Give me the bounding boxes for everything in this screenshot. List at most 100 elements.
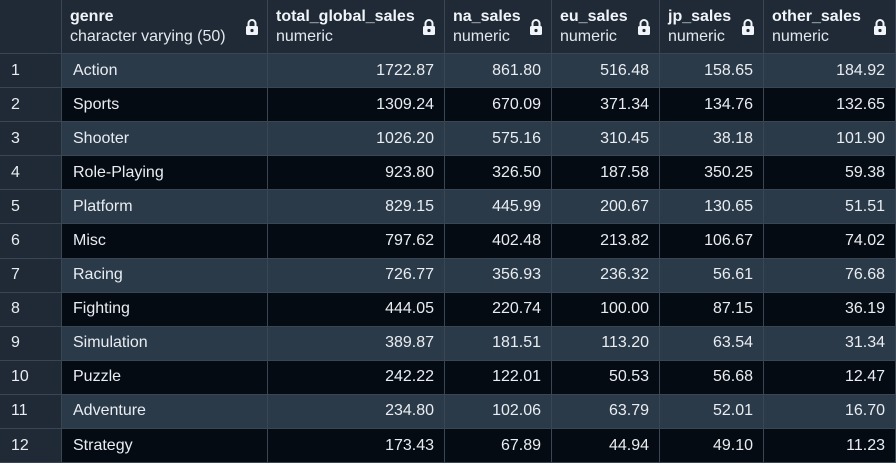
table-cell-other-sales[interactable]: 31.34 bbox=[764, 326, 896, 361]
table-cell-jp-sales[interactable]: 106.67 bbox=[660, 224, 764, 259]
table-cell-na-sales[interactable]: 220.74 bbox=[445, 292, 552, 327]
row-number[interactable]: 9 bbox=[0, 326, 62, 361]
row-number[interactable]: 2 bbox=[0, 88, 62, 123]
table-cell-jp-sales[interactable]: 38.18 bbox=[660, 122, 764, 157]
table-cell-genre[interactable]: Fighting bbox=[62, 292, 268, 327]
table-cell-total-global-sales[interactable]: 389.87 bbox=[268, 326, 445, 361]
table-cell-total-global-sales[interactable]: 173.43 bbox=[268, 429, 445, 463]
table-cell-genre[interactable]: Role-Playing bbox=[62, 156, 268, 191]
table-cell-total-global-sales[interactable]: 444.05 bbox=[268, 292, 445, 327]
table-cell-genre[interactable]: Shooter bbox=[62, 122, 268, 157]
table-cell-other-sales[interactable]: 16.70 bbox=[764, 394, 896, 430]
row-number[interactable]: 11 bbox=[0, 394, 62, 430]
column-header-eu-sales[interactable]: eu_sales numeric bbox=[552, 0, 660, 54]
table-cell-na-sales[interactable]: 356.93 bbox=[445, 258, 552, 293]
table-cell-other-sales[interactable]: 184.92 bbox=[764, 54, 896, 89]
table-cell-jp-sales[interactable]: 350.25 bbox=[660, 156, 764, 191]
table-cell-na-sales[interactable]: 445.99 bbox=[445, 190, 552, 225]
table-cell-total-global-sales[interactable]: 234.80 bbox=[268, 394, 445, 430]
table-cell-genre[interactable]: Misc bbox=[62, 224, 268, 259]
table-cell-eu-sales[interactable]: 200.67 bbox=[552, 190, 660, 225]
row-number[interactable]: 4 bbox=[0, 156, 62, 191]
table-cell-jp-sales[interactable]: 52.01 bbox=[660, 394, 764, 430]
column-type: numeric bbox=[772, 27, 829, 45]
row-number[interactable]: 8 bbox=[0, 292, 62, 327]
table-cell-na-sales[interactable]: 670.09 bbox=[445, 88, 552, 123]
table-cell-other-sales[interactable]: 36.19 bbox=[764, 292, 896, 327]
table-cell-eu-sales[interactable]: 213.82 bbox=[552, 224, 660, 259]
table-cell-genre[interactable]: Puzzle bbox=[62, 360, 268, 395]
table-cell-eu-sales[interactable]: 310.45 bbox=[552, 122, 660, 157]
table-cell-other-sales[interactable]: 12.47 bbox=[764, 360, 896, 395]
row-number[interactable]: 7 bbox=[0, 258, 62, 293]
table-cell-eu-sales[interactable]: 100.00 bbox=[552, 292, 660, 327]
table-cell-eu-sales[interactable]: 371.34 bbox=[552, 88, 660, 123]
table-cell-na-sales[interactable]: 102.06 bbox=[445, 394, 552, 430]
table-cell-na-sales[interactable]: 67.89 bbox=[445, 429, 552, 463]
table-cell-genre[interactable]: Adventure bbox=[62, 394, 268, 430]
row-number[interactable]: 3 bbox=[0, 122, 62, 157]
table-cell-other-sales[interactable]: 76.68 bbox=[764, 258, 896, 293]
table-cell-eu-sales[interactable]: 50.53 bbox=[552, 360, 660, 395]
table-cell-eu-sales[interactable]: 44.94 bbox=[552, 429, 660, 463]
column-name: jp_sales bbox=[668, 7, 732, 25]
table-cell-other-sales[interactable]: 11.23 bbox=[764, 429, 896, 463]
table-cell-genre[interactable]: Strategy bbox=[62, 429, 268, 463]
table-cell-jp-sales[interactable]: 56.68 bbox=[660, 360, 764, 395]
table-cell-jp-sales[interactable]: 49.10 bbox=[660, 429, 764, 463]
table-cell-jp-sales[interactable]: 158.65 bbox=[660, 54, 764, 89]
table-cell-na-sales[interactable]: 326.50 bbox=[445, 156, 552, 191]
table-cell-other-sales[interactable]: 51.51 bbox=[764, 190, 896, 225]
table-cell-jp-sales[interactable]: 87.15 bbox=[660, 292, 764, 327]
table-cell-total-global-sales[interactable]: 242.22 bbox=[268, 360, 445, 395]
table-cell-jp-sales[interactable]: 56.61 bbox=[660, 258, 764, 293]
table-cell-total-global-sales[interactable]: 1026.20 bbox=[268, 122, 445, 157]
table-cell-jp-sales[interactable]: 63.54 bbox=[660, 326, 764, 361]
table-cell-total-global-sales[interactable]: 1722.87 bbox=[268, 54, 445, 89]
table-cell-other-sales[interactable]: 101.90 bbox=[764, 122, 896, 157]
row-number[interactable]: 12 bbox=[0, 429, 62, 463]
table-cell-genre[interactable]: Racing bbox=[62, 258, 268, 293]
column-name: na_sales bbox=[453, 7, 521, 25]
table-cell-other-sales[interactable]: 132.65 bbox=[764, 88, 896, 123]
table-cell-genre[interactable]: Simulation bbox=[62, 326, 268, 361]
table-cell-eu-sales[interactable]: 236.32 bbox=[552, 258, 660, 293]
table-cell-eu-sales[interactable]: 516.48 bbox=[552, 54, 660, 89]
column-header-text: eu_sales numeric bbox=[560, 7, 628, 47]
column-type: character varying (50) bbox=[70, 27, 226, 45]
table-cell-total-global-sales[interactable]: 797.62 bbox=[268, 224, 445, 259]
column-header-other-sales[interactable]: other_sales numeric bbox=[764, 0, 896, 54]
table-cell-other-sales[interactable]: 59.38 bbox=[764, 156, 896, 191]
lock-icon bbox=[742, 18, 754, 35]
row-number[interactable]: 5 bbox=[0, 190, 62, 225]
table-cell-other-sales[interactable]: 74.02 bbox=[764, 224, 896, 259]
table-cell-genre[interactable]: Sports bbox=[62, 88, 268, 123]
table-cell-total-global-sales[interactable]: 923.80 bbox=[268, 156, 445, 191]
table-cell-na-sales[interactable]: 575.16 bbox=[445, 122, 552, 157]
table-cell-jp-sales[interactable]: 130.65 bbox=[660, 190, 764, 225]
row-number[interactable]: 1 bbox=[0, 54, 62, 89]
table-cell-total-global-sales[interactable]: 726.77 bbox=[268, 258, 445, 293]
column-type: numeric bbox=[668, 27, 725, 45]
table-cell-jp-sales[interactable]: 134.76 bbox=[660, 88, 764, 123]
table-cell-na-sales[interactable]: 122.01 bbox=[445, 360, 552, 395]
column-header-genre[interactable]: genre character varying (50) bbox=[62, 0, 268, 54]
table-cell-eu-sales[interactable]: 113.20 bbox=[552, 326, 660, 361]
table-cell-na-sales[interactable]: 861.80 bbox=[445, 54, 552, 89]
column-header-total-global-sales[interactable]: total_global_sales numeric bbox=[268, 0, 445, 54]
table-cell-na-sales[interactable]: 402.48 bbox=[445, 224, 552, 259]
table-cell-eu-sales[interactable]: 187.58 bbox=[552, 156, 660, 191]
row-number[interactable]: 10 bbox=[0, 360, 62, 395]
table-cell-genre[interactable]: Platform bbox=[62, 190, 268, 225]
table-cell-total-global-sales[interactable]: 829.15 bbox=[268, 190, 445, 225]
table-cell-total-global-sales[interactable]: 1309.24 bbox=[268, 88, 445, 123]
table-cell-eu-sales[interactable]: 63.79 bbox=[552, 394, 660, 430]
grid-corner-cell[interactable] bbox=[0, 0, 62, 54]
table-cell-genre[interactable]: Action bbox=[62, 54, 268, 89]
table-cell-na-sales[interactable]: 181.51 bbox=[445, 326, 552, 361]
column-type: numeric bbox=[453, 27, 510, 45]
row-number[interactable]: 6 bbox=[0, 224, 62, 259]
